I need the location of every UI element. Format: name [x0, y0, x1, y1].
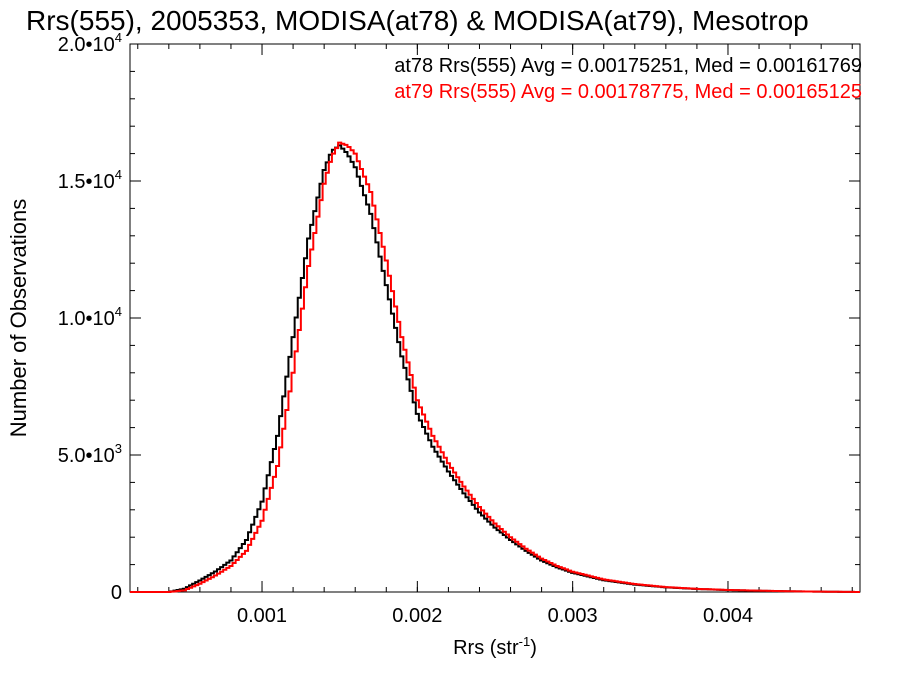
x-tick-labels: 0.001 0.002 0.003 0.004	[237, 605, 753, 627]
y-tick-label-mantissa: 0	[111, 582, 122, 604]
y-tick-label: 2.0•104	[58, 30, 122, 56]
plot-frame	[129, 43, 861, 593]
y-tick-label: 1.5•104	[58, 167, 122, 193]
y-axis-label: Number of Observations	[6, 199, 31, 437]
y-tick-label-mantissa: 1.5•10	[58, 171, 115, 193]
axis-ticks	[130, 43, 860, 593]
y-tick-label-exponent: 4	[115, 167, 122, 182]
plot-border	[129, 43, 861, 593]
x-axis-label-exponent: -1	[519, 634, 531, 649]
x-tick-label: 0.004	[703, 605, 753, 627]
x-tick-label: 0.003	[548, 605, 598, 627]
y-tick-label: 1.0•104	[58, 304, 122, 330]
y-tick-label: 5.0•103	[58, 441, 122, 467]
y-tick-label-mantissa: 1.0•10	[58, 308, 115, 330]
x-axis-label-close: )	[530, 637, 537, 659]
series-line-at79	[130, 141, 860, 593]
x-axis-label-main: Rrs (str	[453, 637, 519, 659]
chart-title: Rrs(555), 2005353, MODISA(at78) & MODISA…	[26, 5, 809, 36]
series-lines	[130, 141, 860, 593]
y-tick-label-exponent: 3	[115, 441, 122, 456]
legend-entry-at79: at79 Rrs(555) Avg = 0.00178775, Med = 0.…	[394, 81, 862, 103]
y-tick-label-mantissa: 5.0•10	[58, 445, 115, 467]
y-tick-label: 0	[111, 582, 122, 604]
series-line-at78	[130, 144, 860, 593]
y-tick-label-mantissa: 2.0•10	[58, 34, 115, 56]
y-tick-label-exponent: 4	[115, 30, 122, 45]
x-tick-label: 0.001	[237, 605, 287, 627]
legend-entry-at78: at78 Rrs(555) Avg = 0.00175251, Med = 0.…	[394, 55, 862, 77]
y-tick-label-exponent: 4	[115, 304, 122, 319]
x-axis-label: Rrs (str-1)	[453, 634, 537, 659]
x-tick-label: 0.002	[392, 605, 442, 627]
